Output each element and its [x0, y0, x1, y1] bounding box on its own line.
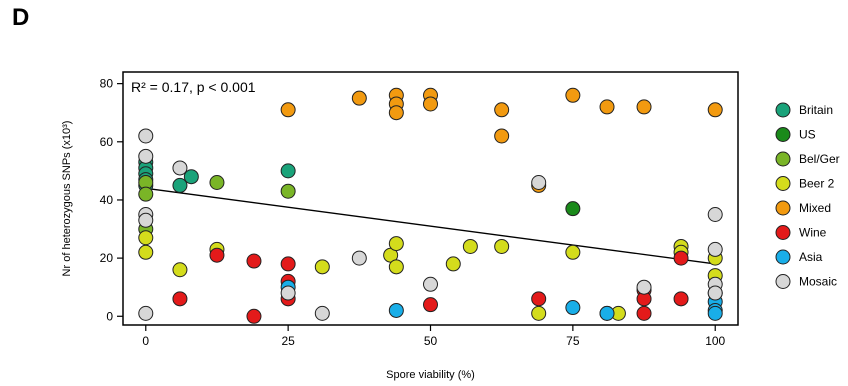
x-tick-label: 75	[566, 334, 580, 348]
legend-label-wine: Wine	[799, 226, 827, 240]
legend-marker-asia	[775, 249, 791, 265]
data-point-britain	[172, 177, 188, 193]
data-point-wine	[673, 291, 689, 307]
legend-label-mosaic: Mosaic	[799, 275, 837, 289]
data-point-mixed	[351, 90, 367, 106]
legend-marker-wine	[775, 225, 791, 240]
data-point-mosaic	[138, 305, 154, 321]
legend-label-asia: Asia	[799, 250, 823, 264]
data-point-asia	[599, 305, 615, 321]
data-point-mixed	[280, 102, 296, 118]
data-point-bel-ger	[280, 183, 296, 199]
x-tick-label: 50	[424, 334, 438, 348]
data-point-wine	[423, 297, 438, 313]
x-tick-label: 25	[281, 334, 295, 348]
legend-label-us: US	[799, 128, 816, 142]
data-point-mosaic	[636, 279, 652, 295]
data-point-mosaic	[423, 276, 438, 292]
data-point-beer-2	[494, 238, 510, 254]
data-point-mosaic	[172, 160, 188, 176]
chart-annotation: R² = 0.17, p < 0.001	[131, 79, 256, 95]
data-point-asia	[565, 300, 581, 316]
data-point-mosaic	[138, 148, 154, 164]
y-tick-label: 0	[106, 309, 113, 323]
data-point-mosaic	[531, 175, 547, 191]
data-point-wine	[172, 291, 188, 307]
y-tick-label: 40	[100, 193, 114, 207]
x-tick-label: 100	[705, 334, 725, 348]
y-tick-label: 20	[100, 251, 114, 265]
y-tick-label: 60	[100, 135, 114, 149]
data-point-beer-2	[445, 256, 461, 272]
data-point-mixed	[423, 96, 438, 112]
data-point-us	[565, 201, 581, 217]
data-point-mosaic	[707, 241, 723, 257]
legend-label-britain: Britain	[799, 103, 833, 117]
legend: Britain US Bel/Ger Beer 2 Mixed Wine Asia Mosai…	[775, 102, 840, 289]
data-point-wine	[246, 308, 262, 324]
data-point-beer-2	[462, 238, 478, 254]
data-point-beer-2	[388, 236, 404, 252]
y-axis-label: Nr of heterozygous SNPs (x10³)	[61, 121, 73, 277]
data-point-beer-2	[565, 244, 581, 260]
data-point-mosaic	[280, 285, 296, 301]
data-point-beer-2	[531, 305, 547, 321]
data-point-beer-2	[138, 230, 154, 246]
data-point-beer-2	[388, 259, 404, 275]
legend-marker-us	[775, 127, 791, 142]
data-point-britain	[280, 163, 296, 179]
data-point-mosaic	[351, 250, 367, 266]
data-point-asia	[707, 305, 723, 321]
panel-letter: D	[12, 4, 30, 31]
data-point-bel-ger	[209, 175, 225, 191]
data-point-mosaic	[707, 285, 723, 301]
legend-marker-mixed	[775, 200, 791, 216]
data-point-mixed	[636, 99, 652, 115]
data-point-mosaic	[707, 206, 723, 222]
regression-line	[145, 187, 716, 265]
data-point-mixed	[494, 102, 510, 118]
data-point-britain	[183, 169, 199, 185]
data-point-mosaic	[314, 305, 330, 321]
x-tick-label: 0	[142, 334, 149, 348]
legend-label-bel-ger: Bel/Ger	[799, 152, 840, 166]
data-point-mosaic	[138, 128, 154, 144]
data-point-beer-2	[138, 244, 154, 260]
data-point-wine	[673, 250, 689, 266]
data-point-mosaic	[138, 212, 154, 228]
legend-label-beer-2: Beer 2	[799, 177, 835, 191]
data-point-mixed	[707, 102, 723, 118]
data-point-beer-2	[314, 259, 330, 275]
y-tick-label: 80	[100, 77, 114, 91]
legend-label-mixed: Mixed	[799, 201, 831, 215]
data-point-wine	[531, 291, 547, 307]
data-point-asia	[388, 302, 404, 318]
data-point-wine	[246, 253, 262, 269]
data-point-mixed	[565, 87, 581, 103]
data-point-mixed	[388, 105, 404, 121]
data-point-wine	[209, 247, 225, 263]
data-point-wine	[636, 305, 652, 321]
legend-marker-bel-ger	[775, 151, 791, 167]
legend-marker-beer-2	[775, 176, 791, 191]
data-point-beer-2	[172, 262, 188, 278]
data-point-wine	[280, 256, 296, 272]
data-point-bel-ger	[138, 186, 154, 202]
x-axis-label: Spore viability (%)	[386, 369, 475, 381]
data-point-mixed	[494, 128, 510, 144]
data-point-mixed	[599, 99, 615, 115]
legend-marker-mosaic	[775, 274, 791, 289]
legend-marker-britain	[775, 102, 791, 118]
